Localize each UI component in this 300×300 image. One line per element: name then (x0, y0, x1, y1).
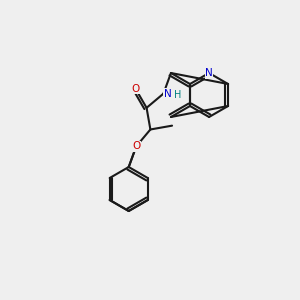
Text: H: H (174, 90, 182, 100)
Text: N: N (164, 89, 171, 99)
Text: O: O (132, 141, 140, 151)
Text: O: O (131, 84, 140, 94)
Text: N: N (205, 68, 213, 78)
